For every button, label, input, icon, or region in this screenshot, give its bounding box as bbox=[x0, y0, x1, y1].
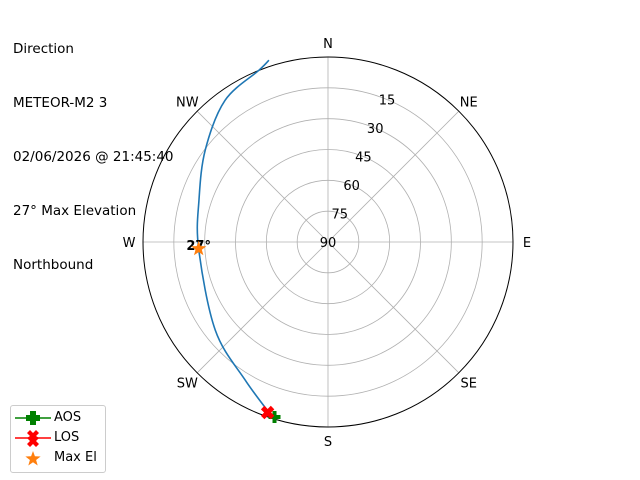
title-line: METEOR-M2 3 bbox=[13, 95, 108, 111]
plus-marker-icon bbox=[15, 411, 51, 425]
legend-los: LOS bbox=[11, 428, 105, 448]
compass-label-w: W bbox=[123, 236, 136, 251]
title-line: 27° Max Elevation bbox=[13, 203, 137, 219]
grid-spoke bbox=[196, 110, 329, 243]
title-line: 02/06/2026 @ 21:45:40 bbox=[13, 149, 174, 165]
compass-label-se: SE bbox=[460, 377, 476, 392]
grid-spoke bbox=[327, 110, 460, 243]
radial-tick-label: 90 bbox=[320, 236, 337, 251]
compass-label-n: N bbox=[323, 37, 333, 52]
radial-tick-label: 30 bbox=[367, 122, 384, 137]
los-marker-shape bbox=[260, 405, 275, 420]
compass-label-nw: NW bbox=[176, 95, 199, 110]
los-marker bbox=[260, 405, 275, 420]
chart-title: Direction METEOR-M2 3 02/06/2026 @ 21:45… bbox=[13, 4, 174, 292]
compass-label-e: E bbox=[523, 236, 531, 251]
title-line: Northbound bbox=[13, 257, 94, 273]
compass-label-s: S bbox=[324, 435, 332, 450]
legend-max-el: Max El bbox=[11, 448, 105, 468]
legend: AOS LOS Max El bbox=[10, 405, 106, 473]
aos-marker bbox=[268, 410, 281, 423]
title-line: Direction bbox=[13, 41, 74, 57]
compass-label-sw: SW bbox=[177, 377, 198, 392]
x-marker-icon bbox=[15, 430, 51, 447]
outer-frame bbox=[142, 56, 514, 428]
grid-spoke bbox=[196, 241, 329, 374]
star-marker-icon bbox=[25, 451, 41, 466]
radial-tick-label: 75 bbox=[332, 208, 349, 223]
radial-tick-label: 45 bbox=[355, 151, 372, 166]
grid-spoke bbox=[327, 241, 460, 374]
pass-track bbox=[196, 59, 275, 420]
radial-tick-label: 60 bbox=[343, 179, 360, 194]
compass-label-ne: NE bbox=[460, 95, 478, 110]
legend-aos: AOS bbox=[11, 408, 105, 428]
max-el-marker bbox=[191, 240, 207, 256]
radial-tick-label: 15 bbox=[379, 94, 396, 109]
